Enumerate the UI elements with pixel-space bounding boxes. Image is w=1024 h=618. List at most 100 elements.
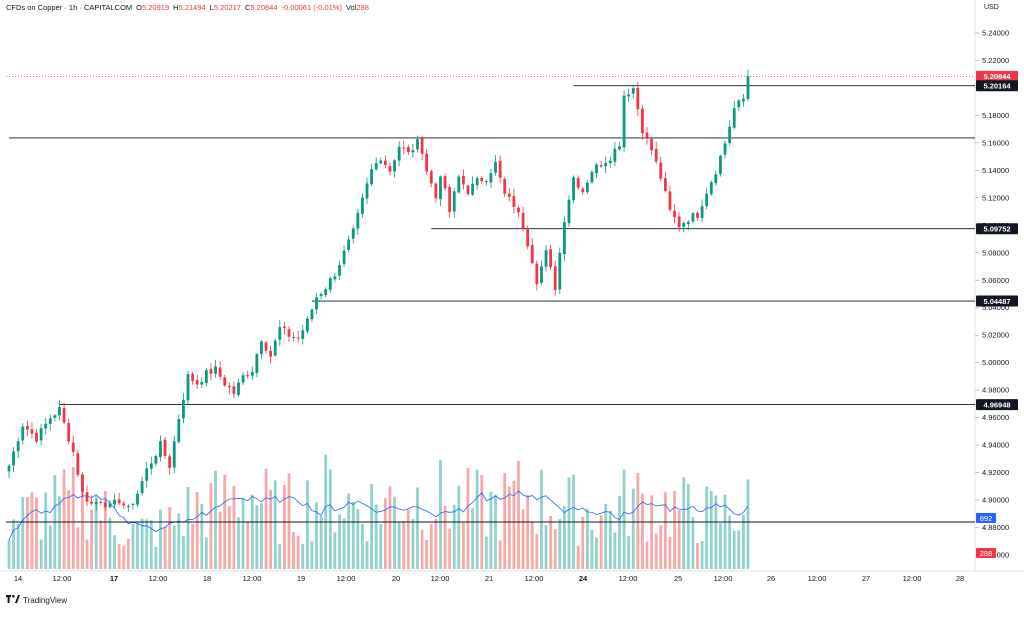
candle-body — [691, 213, 695, 222]
volume-bar — [149, 520, 153, 569]
candle-body — [448, 187, 452, 212]
volume-bar — [411, 519, 415, 569]
candle-body — [287, 329, 291, 337]
volume-bar — [383, 498, 387, 569]
candle-body — [85, 492, 89, 502]
candle-body — [517, 207, 520, 213]
volume-bar — [269, 490, 273, 569]
volume-bar — [530, 522, 534, 569]
price-tick-label: 4.98000 — [982, 386, 1009, 395]
volume-bar — [338, 514, 341, 569]
volume-bar — [67, 490, 71, 569]
volume-bar — [448, 528, 452, 569]
candle-body — [278, 327, 282, 340]
candle-body — [558, 252, 562, 290]
candle-body — [434, 183, 438, 199]
price-tick-label: 5.24000 — [982, 29, 1009, 38]
symbol-name[interactable]: CFDs on Copper · 1h · CAPITALCOM — [6, 3, 133, 12]
volume-bar — [35, 497, 38, 569]
volume-bar — [108, 517, 112, 569]
volume-bar — [186, 486, 190, 569]
volume-bar — [200, 503, 204, 569]
tradingview-brand: TradingView — [23, 595, 68, 605]
volume-bar — [714, 495, 718, 569]
volume-bar — [641, 493, 644, 569]
volume-bar — [746, 479, 750, 569]
volume-bar — [526, 494, 530, 569]
candle-body — [218, 367, 222, 377]
candle-body — [7, 465, 11, 472]
candle-body — [177, 419, 181, 442]
candle-body — [402, 147, 406, 149]
candle-body — [195, 380, 199, 385]
candle-body — [595, 164, 598, 173]
volume-bar — [103, 491, 107, 569]
level-price-tag: 5.20164 — [983, 81, 1011, 90]
volume-bar — [489, 491, 493, 569]
candle-body — [356, 212, 360, 229]
price-tick-label: 5.02000 — [982, 331, 1009, 340]
volume-bar — [618, 496, 621, 569]
volume-bar — [328, 469, 332, 569]
close-label: C — [244, 3, 251, 12]
volume-bar — [595, 537, 598, 569]
volume-bar — [85, 539, 89, 569]
price-tick-label: 5.14000 — [982, 166, 1009, 175]
volume-bar — [723, 494, 727, 569]
volume-bar — [76, 527, 80, 569]
candle-body — [21, 426, 25, 441]
candle-body — [58, 407, 61, 416]
candle-body — [627, 94, 631, 97]
volume-bar — [218, 511, 222, 569]
candle-body — [227, 385, 231, 388]
candle-body — [668, 191, 672, 210]
candle-body — [67, 423, 71, 442]
candle-body — [714, 174, 718, 184]
low-label: L — [209, 3, 214, 12]
volume-bar — [182, 535, 185, 569]
volume-bar — [273, 480, 277, 569]
volume-bar — [631, 488, 635, 569]
candle-body — [503, 179, 507, 194]
candle-body — [159, 441, 162, 458]
volume-tag-bg — [976, 548, 996, 558]
candle-body — [719, 155, 722, 174]
horizontal-levels — [6, 76, 975, 523]
time-tick-label: 14 — [14, 574, 22, 583]
candle-body — [397, 146, 401, 161]
volume-bar — [296, 535, 300, 569]
volume-bar — [429, 523, 433, 569]
candle-body — [315, 297, 318, 310]
volume-bar — [347, 493, 351, 569]
candle-body — [406, 147, 410, 152]
currency-label[interactable]: USD — [984, 4, 999, 11]
volume-bar — [136, 522, 139, 569]
time-tick-label: 12:00 — [525, 574, 544, 583]
volume-bar — [191, 523, 194, 569]
volume-ma-tag: 892 — [980, 514, 993, 523]
volume-bar — [636, 472, 640, 569]
price-tick-label: 5.18000 — [982, 111, 1009, 120]
candle-body — [530, 245, 534, 264]
volume-bar — [604, 503, 608, 569]
candle-body — [223, 377, 227, 386]
time-tick-label: 12:00 — [243, 574, 262, 583]
candle-body — [39, 428, 43, 441]
candle-body — [540, 266, 543, 283]
price-tick-label: 4.90000 — [982, 496, 1009, 505]
tradingview-logo[interactable]: TradingView — [6, 595, 67, 605]
candle-body — [742, 98, 745, 102]
volume-bar — [90, 509, 94, 569]
candle-body — [200, 381, 204, 385]
candle-body — [269, 350, 273, 357]
volume-bar — [585, 508, 589, 569]
candle-body — [44, 423, 48, 429]
candle-body — [35, 432, 38, 442]
level-price-tag-bg — [976, 80, 1018, 92]
candle-body — [81, 474, 84, 492]
candle-body — [599, 165, 603, 167]
volume-bar — [544, 525, 548, 569]
candle-body — [562, 222, 566, 255]
